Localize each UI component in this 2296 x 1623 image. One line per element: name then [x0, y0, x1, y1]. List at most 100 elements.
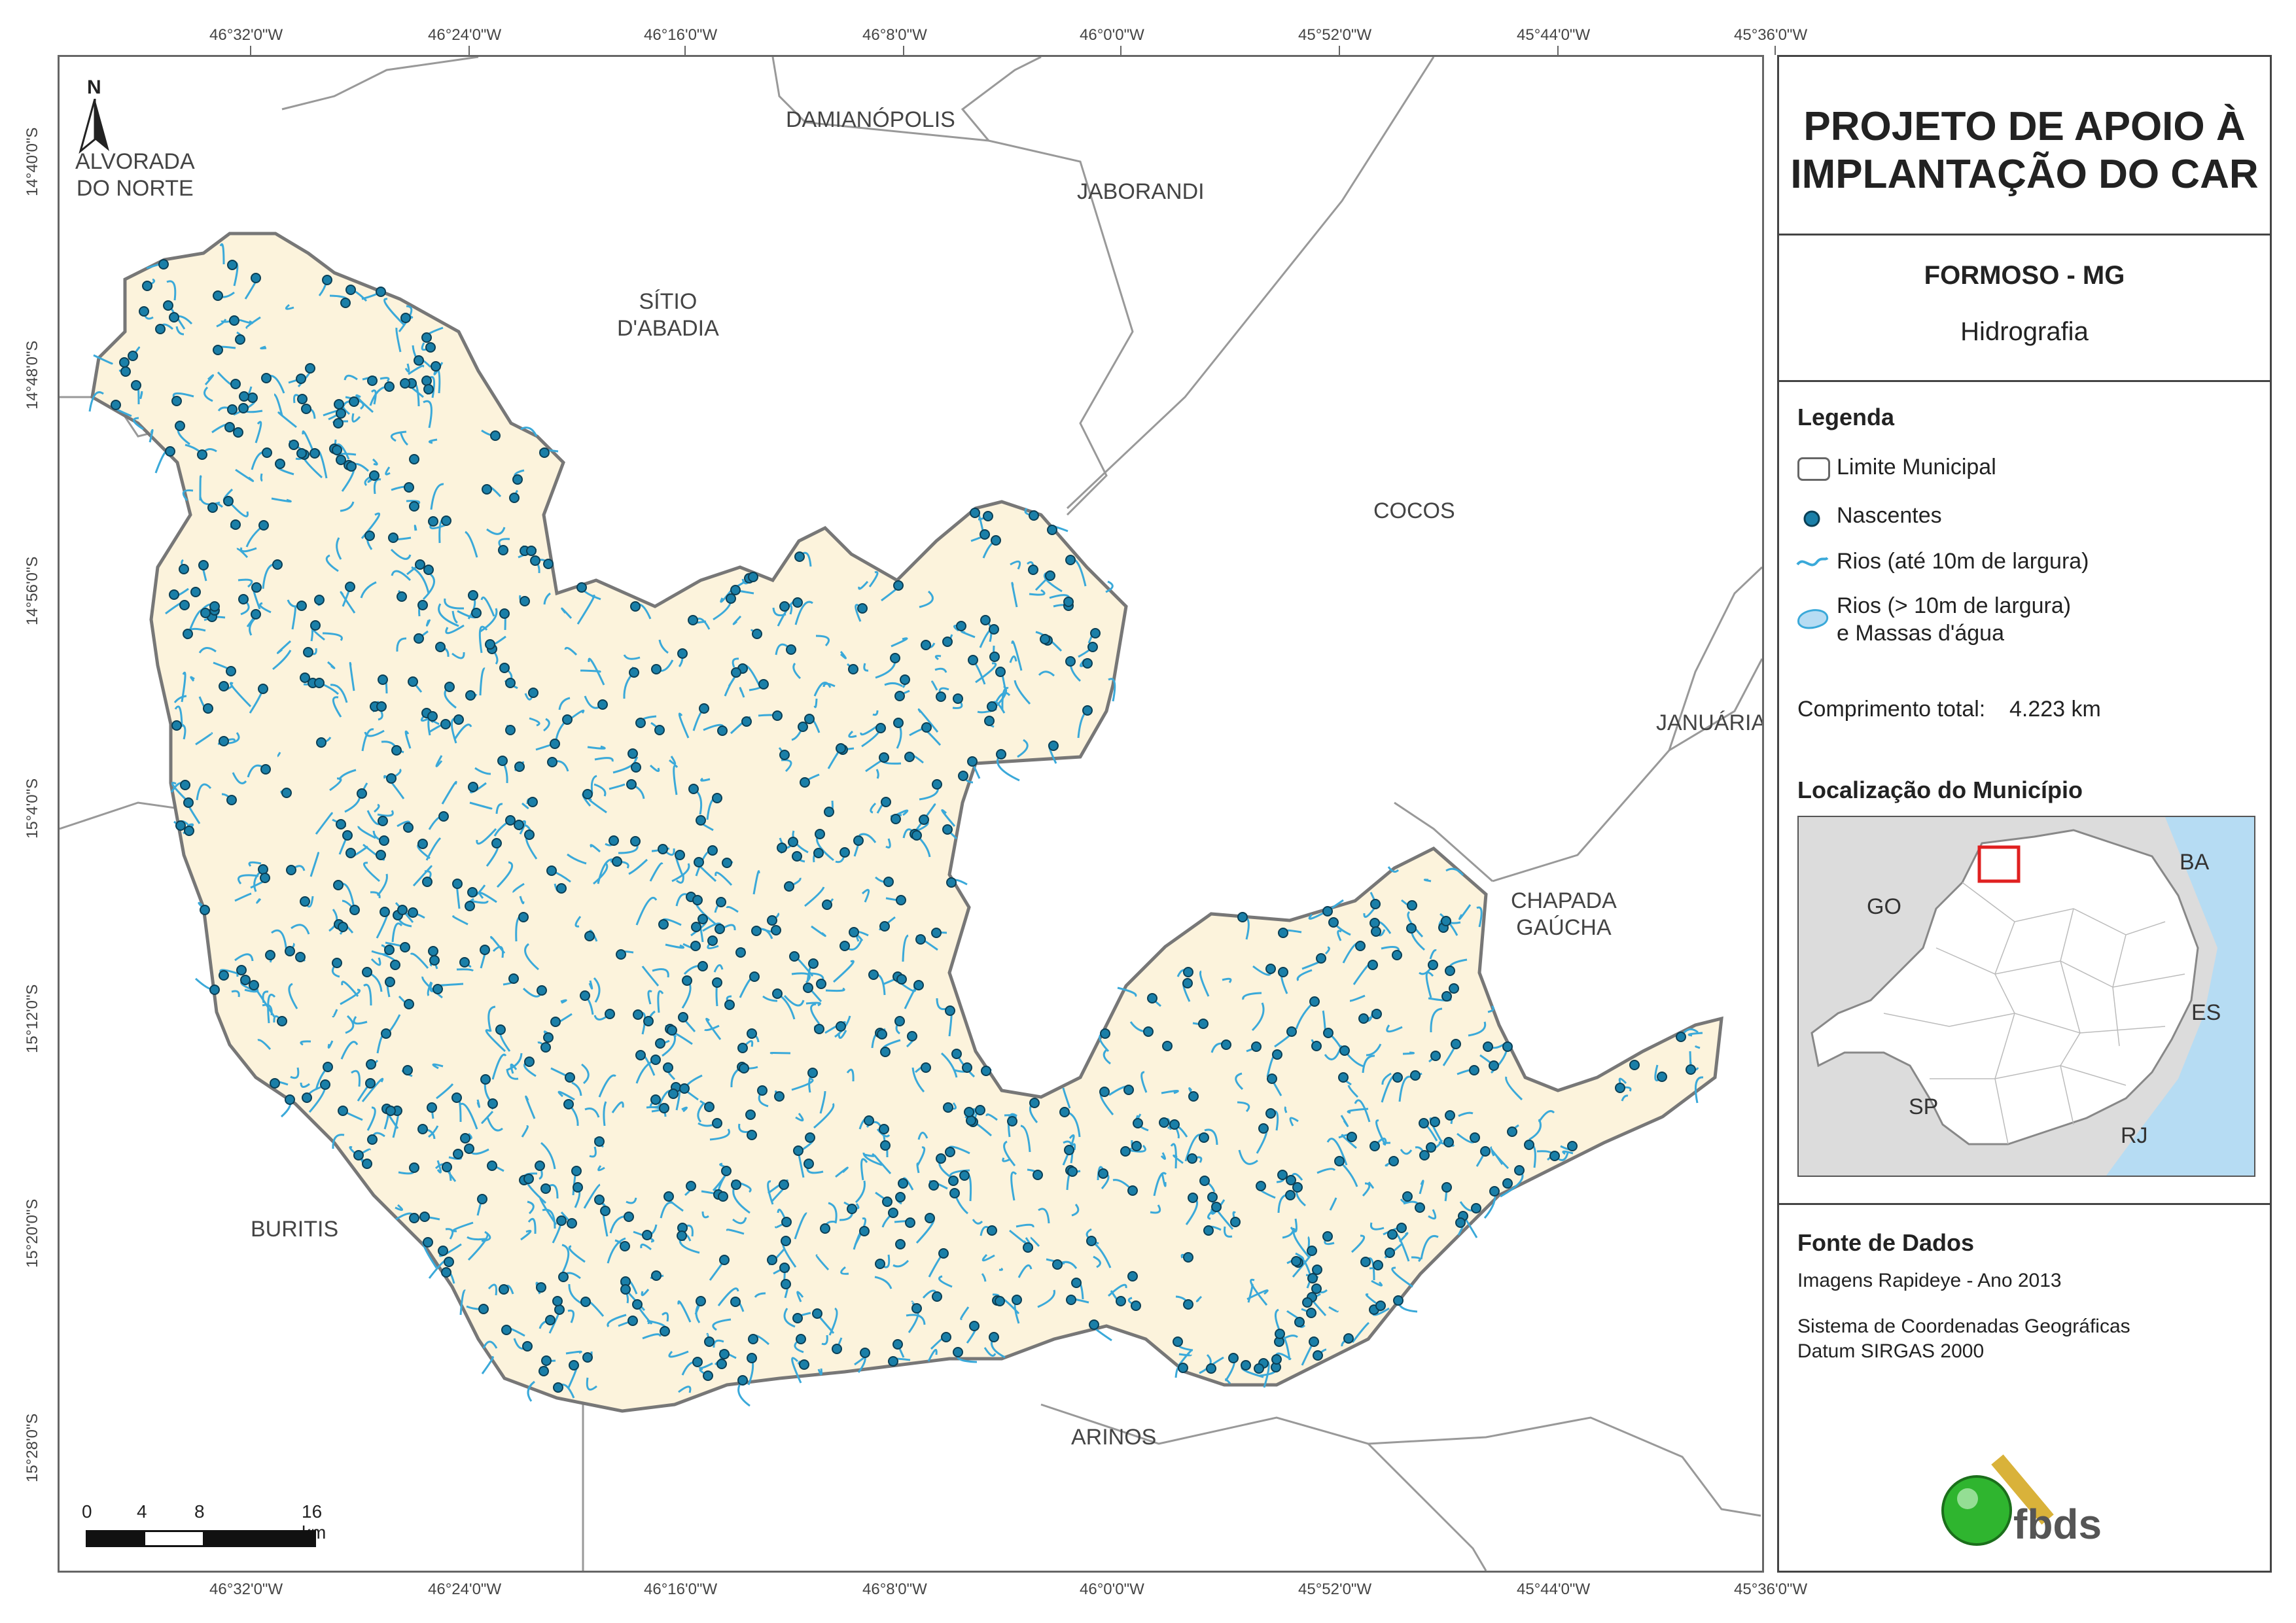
river-segment [414, 525, 417, 531]
map-canvas [60, 57, 1762, 1571]
spring-point [996, 749, 1006, 759]
river-segment [325, 554, 339, 572]
map-frame[interactable]: N ALVORADA DO NORTE DAMIANÓPOLIS JABORAND… [58, 55, 1764, 1573]
spring-point [616, 949, 626, 960]
river-segment [1150, 1204, 1161, 1214]
spring-point [522, 1341, 533, 1352]
river-segment [961, 631, 976, 638]
spring-point [384, 381, 395, 392]
spring-point [1307, 1273, 1318, 1283]
spring-point [527, 797, 538, 807]
river-segment [445, 624, 465, 635]
spring-point [1131, 1300, 1141, 1311]
spring-point [894, 691, 905, 701]
river-segment [441, 780, 457, 805]
spring-point [900, 674, 910, 685]
spring-point [1676, 1032, 1686, 1042]
spring-point [749, 971, 760, 982]
river-segment [1695, 1045, 1701, 1049]
spring-point [422, 877, 433, 887]
spring-point [414, 633, 424, 644]
river-segment [149, 428, 154, 443]
spring-point [953, 693, 963, 704]
river-segment [794, 1212, 807, 1240]
spring-point [1162, 1041, 1173, 1051]
spring-point [1483, 1041, 1493, 1052]
spring-point [936, 691, 946, 702]
spring-point [1360, 1257, 1371, 1267]
spring-point [767, 1255, 777, 1265]
spring-point [789, 951, 800, 962]
spring-point [169, 589, 179, 600]
spring-point [987, 701, 997, 712]
river-segment [229, 682, 252, 708]
river-segment [1407, 911, 1424, 938]
spring-point [1449, 983, 1459, 994]
spring-point [635, 1050, 646, 1060]
spring-point [505, 678, 516, 688]
spring-point [600, 1206, 610, 1216]
spring-point [452, 879, 463, 889]
spring-point [404, 482, 414, 493]
river-segment [1160, 1152, 1166, 1160]
river-segment [543, 592, 551, 605]
spring-point [285, 1094, 295, 1105]
spring-point [539, 447, 550, 458]
river-segment [196, 783, 212, 801]
spring-point [296, 601, 307, 611]
river-segment [428, 438, 438, 444]
spring-point [943, 1102, 953, 1113]
river-segment [332, 1134, 345, 1149]
river-segment [709, 1128, 730, 1141]
spring-point [584, 931, 595, 941]
spring-point [487, 1098, 498, 1109]
spring-point [707, 845, 718, 856]
river-segment [739, 687, 745, 698]
spring-point [807, 1068, 818, 1078]
spring-point [815, 829, 825, 839]
spring-point [888, 1208, 898, 1218]
river-segment [428, 1125, 439, 1138]
spring-point [227, 404, 238, 415]
river-segment [1093, 1255, 1101, 1268]
spring-point [471, 608, 482, 618]
spring-point [1064, 1145, 1074, 1155]
spring-point [219, 681, 229, 691]
label-arinos: ARINOS [1071, 1425, 1157, 1450]
river-segment [237, 874, 259, 884]
spring-point [417, 839, 428, 849]
spring-point [169, 312, 179, 323]
river-segment [855, 1180, 866, 1204]
river-segment [586, 1377, 597, 1391]
river-segment [662, 1312, 669, 1322]
spring-point [333, 880, 344, 890]
spring-point [849, 927, 859, 937]
spring-point [384, 945, 395, 955]
river-segment [1340, 1115, 1349, 1127]
spring-point [1375, 1300, 1386, 1311]
spring-point [804, 714, 815, 724]
spring-point [409, 454, 419, 464]
spring-point [333, 418, 344, 428]
spring-point [1347, 1132, 1357, 1142]
spring-point [465, 690, 476, 701]
spring-point [945, 1005, 955, 1016]
river-segment [941, 1052, 958, 1078]
river-segment [669, 756, 677, 765]
river-segment [603, 1101, 607, 1126]
spring-point [1237, 912, 1248, 922]
spring-point [1451, 1039, 1461, 1049]
spring-point [627, 1316, 638, 1326]
spring-point [518, 912, 529, 922]
spring-point [322, 275, 332, 285]
spring-point [694, 857, 704, 867]
river-segment [574, 916, 582, 928]
spring-point [630, 836, 641, 846]
spring-point [270, 1078, 280, 1089]
location-inset-canvas [1810, 817, 2254, 1176]
spring-point [345, 582, 355, 592]
spring-point [1251, 1041, 1262, 1052]
spring-point [1469, 1065, 1479, 1075]
river-segment [1689, 1051, 1692, 1066]
spring-point [892, 1339, 903, 1350]
